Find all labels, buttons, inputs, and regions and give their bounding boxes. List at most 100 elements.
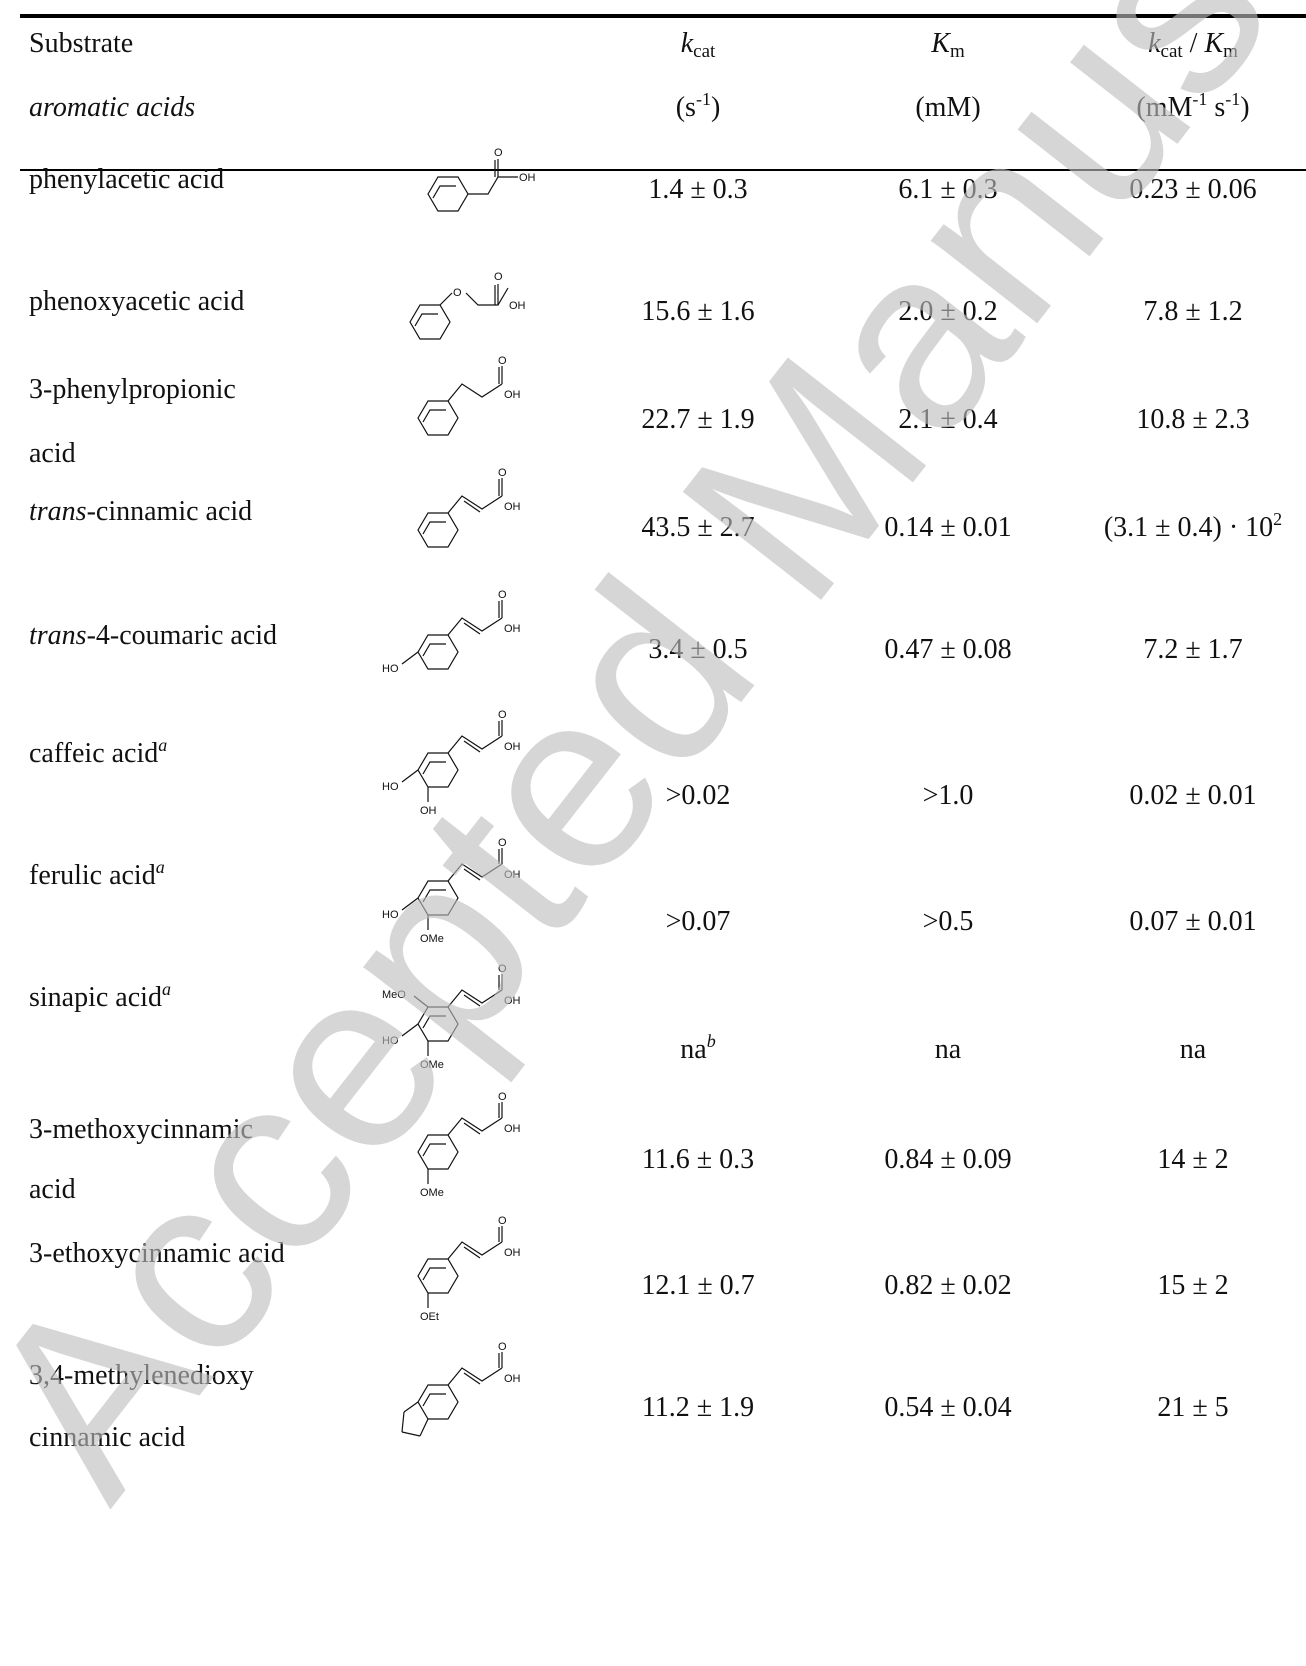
cinnamic-acid-structure: O OH [380, 467, 560, 574]
svg-text:OH: OH [504, 501, 521, 513]
substrate-name: phenoxyacetic acid [29, 286, 245, 317]
svg-text:HO: HO [382, 1035, 399, 1047]
ferulic-acid-structure: O OH HO OMe [380, 837, 560, 946]
phenylacetic-acid-structure: O OH [380, 146, 560, 246]
substrate-name: phenylacetic acid [29, 164, 225, 195]
header-substrate: Substrate [29, 28, 134, 59]
substrate-name: caffeic acida [29, 735, 168, 769]
kcat-value: 1.4 ± 0.3 [648, 174, 748, 205]
caffeic-acid-structure: O OH HO OH [380, 709, 560, 818]
km-value: >1.0 [922, 780, 974, 811]
substrate-name: sinapic acida [29, 979, 171, 1013]
unit-km: (mM) [915, 92, 981, 123]
kcat-value: 12.1 ± 0.7 [641, 1270, 755, 1301]
svg-text:O: O [498, 1215, 507, 1227]
svg-text:O: O [498, 1091, 507, 1103]
methylenedioxy-cinnamic-acid-structure: O OH [380, 1341, 560, 1450]
svg-text:O: O [498, 589, 507, 601]
kcat-value: 22.7 ± 1.9 [641, 404, 755, 435]
substrate-name: 3-methoxycinnamic [29, 1114, 253, 1145]
header-km: Km [931, 28, 965, 62]
kcat-value: 3.4 ± 0.5 [648, 634, 748, 665]
km-value: 0.14 ± 0.01 [884, 512, 1012, 543]
kcat-km-value: na [1179, 1034, 1207, 1065]
substrate-name: trans-4-coumaric acid [29, 620, 278, 651]
svg-text:O: O [498, 837, 507, 849]
svg-text:Accepted Manuscript: Accepted Manuscript [0, 0, 1306, 1544]
kcat-value: >0.07 [665, 906, 731, 937]
km-value: 2.1 ± 0.4 [898, 404, 998, 435]
km-value: 0.47 ± 0.08 [884, 634, 1012, 665]
top-rule [20, 14, 1306, 18]
svg-text:OH: OH [504, 741, 521, 753]
km-value: 0.54 ± 0.04 [884, 1392, 1012, 1423]
km-value: 6.1 ± 0.3 [898, 174, 998, 205]
svg-text:OH: OH [504, 1123, 521, 1135]
substrate-name: 3-ethoxycinnamic acid [29, 1238, 285, 1269]
svg-text:OH: OH [509, 300, 526, 312]
unit-kcat: (s-1) [675, 89, 721, 123]
svg-text:OH: OH [519, 172, 536, 184]
svg-text:O: O [498, 963, 507, 975]
kcat-value: 11.2 ± 1.9 [641, 1392, 755, 1423]
km-value: 0.84 ± 0.09 [884, 1144, 1012, 1175]
kcat-km-value: 15 ± 2 [1157, 1270, 1229, 1301]
kcat-km-value: 0.02 ± 0.01 [1129, 780, 1257, 811]
svg-text:OH: OH [504, 389, 521, 401]
kcat-value: 43.5 ± 2.7 [641, 512, 755, 543]
coumaric-acid-structure: O OH HO [380, 589, 560, 696]
kcat-value: 15.6 ± 1.6 [641, 296, 755, 327]
kcat-km-value: (3.1 ± 0.4) · 102 [1103, 509, 1283, 543]
substrate-name-line2: cinnamic acid [29, 1422, 186, 1453]
kcat-km-value: 7.8 ± 1.2 [1143, 296, 1243, 327]
svg-text:HO: HO [382, 781, 399, 793]
sinapic-acid-structure: O OH MeO HO OMe [380, 963, 560, 1072]
header-kcat: kcat [680, 28, 716, 62]
kcat-value: 11.6 ± 0.3 [641, 1144, 755, 1175]
substrate-name: 3,4-methylenedioxy [29, 1360, 254, 1391]
substrate-name: ferulic acida [29, 857, 165, 891]
svg-text:OMe: OMe [420, 1187, 444, 1199]
ethoxycinnamic-acid-structure: O OH OEt [380, 1215, 560, 1324]
km-value: na [934, 1034, 962, 1065]
kcat-value: >0.02 [665, 780, 731, 811]
svg-text:OH: OH [420, 805, 437, 817]
substrate-name-line2: acid [29, 1174, 76, 1205]
kcat-km-value: 21 ± 5 [1157, 1392, 1229, 1423]
svg-text:HO: HO [382, 663, 399, 675]
substrate-name: 3-phenylpropionic [29, 374, 236, 405]
svg-text:HO: HO [382, 909, 399, 921]
svg-text:OEt: OEt [420, 1311, 439, 1323]
svg-text:OMe: OMe [420, 933, 444, 945]
unit-kcat-km: (mM-1 s-1) [1136, 89, 1250, 123]
header-group: aromatic acids [29, 92, 196, 123]
svg-text:O: O [453, 287, 462, 299]
km-value: >0.5 [922, 906, 974, 937]
km-value: 2.0 ± 0.2 [898, 296, 998, 327]
phenylpropionic-acid-structure: O OH [380, 355, 560, 462]
svg-text:O: O [498, 709, 507, 721]
svg-text:OH: OH [504, 1247, 521, 1259]
methoxycinnamic-acid-structure: O OH OMe [380, 1091, 560, 1200]
kcat-km-value: 10.8 ± 2.3 [1136, 404, 1250, 435]
substrate-name-line2: acid [29, 438, 76, 469]
svg-text:OMe: OMe [420, 1059, 444, 1071]
svg-text:O: O [498, 1341, 507, 1353]
kcat-km-value: 0.07 ± 0.01 [1129, 906, 1257, 937]
svg-text:OH: OH [504, 869, 521, 881]
svg-text:O: O [498, 355, 507, 367]
svg-text:O: O [494, 147, 503, 159]
kcat-value: nab [680, 1031, 716, 1065]
km-value: 0.82 ± 0.02 [884, 1270, 1012, 1301]
svg-text:O: O [498, 467, 507, 479]
svg-text:OH: OH [504, 623, 521, 635]
kcat-km-value: 7.2 ± 1.7 [1143, 634, 1243, 665]
kcat-km-value: 0.23 ± 0.06 [1129, 174, 1257, 205]
svg-text:OH: OH [504, 995, 521, 1007]
phenoxyacetic-acid-structure: O O OH [380, 262, 560, 362]
svg-text:O: O [494, 271, 503, 283]
substrate-name: trans-cinnamic acid [29, 496, 253, 527]
svg-text:OH: OH [504, 1373, 521, 1385]
header-rule [20, 169, 1306, 171]
